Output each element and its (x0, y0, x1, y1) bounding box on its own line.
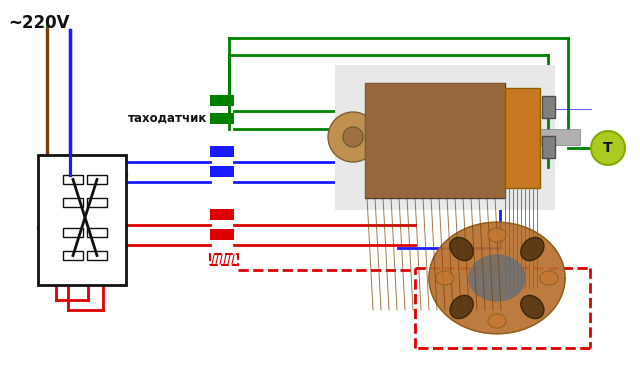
Bar (210, 146, 234, 157)
Bar (38, 155, 126, 285)
Bar (330, 129, 580, 145)
Ellipse shape (488, 228, 506, 242)
Ellipse shape (521, 296, 544, 319)
Ellipse shape (436, 271, 454, 285)
Polygon shape (429, 222, 565, 334)
Ellipse shape (521, 237, 544, 261)
Bar (63, 228, 83, 237)
Bar (210, 95, 234, 106)
Circle shape (328, 112, 378, 162)
Bar (365, 83, 505, 198)
Bar (542, 136, 555, 158)
Bar (87, 175, 107, 184)
Ellipse shape (488, 314, 506, 328)
Polygon shape (469, 255, 525, 301)
Bar (63, 198, 83, 207)
Text: T: T (603, 141, 613, 155)
Circle shape (343, 127, 363, 147)
Ellipse shape (450, 237, 473, 261)
Bar (87, 228, 107, 237)
Text: таходатчик: таходатчик (128, 112, 207, 124)
Bar (210, 113, 234, 124)
Bar (210, 229, 234, 240)
Bar (87, 251, 107, 260)
Text: ~220V: ~220V (8, 14, 70, 32)
Circle shape (591, 131, 625, 165)
Bar (505, 88, 540, 188)
Bar (365, 83, 505, 198)
Ellipse shape (540, 271, 558, 285)
Bar (210, 254, 238, 265)
Ellipse shape (450, 296, 473, 319)
Bar (210, 166, 234, 177)
Bar (542, 96, 555, 118)
Bar (63, 175, 83, 184)
Bar (335, 65, 555, 210)
Bar (63, 251, 83, 260)
Bar (210, 209, 234, 220)
Bar (87, 198, 107, 207)
